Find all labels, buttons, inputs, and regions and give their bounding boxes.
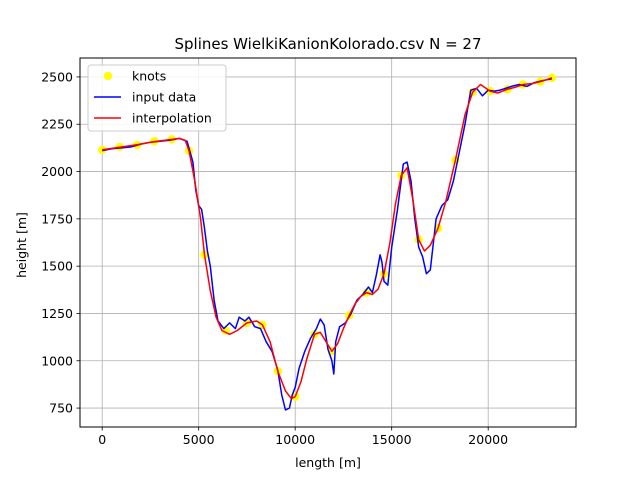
x-tick-label: 20000 bbox=[468, 432, 508, 447]
plot-frame bbox=[79, 57, 577, 428]
y-tick-label: 1250 bbox=[41, 306, 73, 321]
legend-label: input data bbox=[132, 90, 196, 105]
y-tick-label: 2500 bbox=[41, 69, 73, 84]
y-tick-label: 1500 bbox=[41, 259, 73, 274]
ticks: 0 5000 10000 15000 20000 750 1000 1250 1500 1750 2… bbox=[41, 69, 508, 447]
x-tick-label: 5000 bbox=[183, 432, 215, 447]
y-tick-label: 1000 bbox=[41, 353, 73, 368]
legend-marker-knots bbox=[103, 71, 113, 81]
legend-label: interpolation bbox=[132, 111, 212, 126]
input-data-line bbox=[102, 78, 553, 411]
x-tick-label: 0 bbox=[98, 432, 106, 447]
x-tick-label: 10000 bbox=[275, 432, 315, 447]
y-tick-label: 2000 bbox=[41, 164, 73, 179]
series-layer bbox=[97, 73, 557, 411]
interpolation-line bbox=[102, 77, 553, 400]
legend-box bbox=[87, 64, 227, 132]
y-tick-label: 1750 bbox=[41, 211, 73, 226]
chart-title: Splines WielkiKanionKolorado.csv N = 27 bbox=[174, 35, 481, 53]
y-tick-label: 750 bbox=[49, 401, 73, 416]
plot-area bbox=[97, 73, 557, 411]
knot-point bbox=[97, 145, 107, 154]
legend: knots input data interpolation bbox=[87, 64, 227, 132]
legend-label: knots bbox=[132, 69, 166, 84]
x-tick-label: 15000 bbox=[372, 432, 412, 447]
y-tick-label: 2250 bbox=[41, 117, 73, 132]
x-axis-label: length [m] bbox=[295, 455, 361, 470]
grid bbox=[80, 58, 576, 427]
y-axis-label: height [m] bbox=[14, 212, 29, 278]
